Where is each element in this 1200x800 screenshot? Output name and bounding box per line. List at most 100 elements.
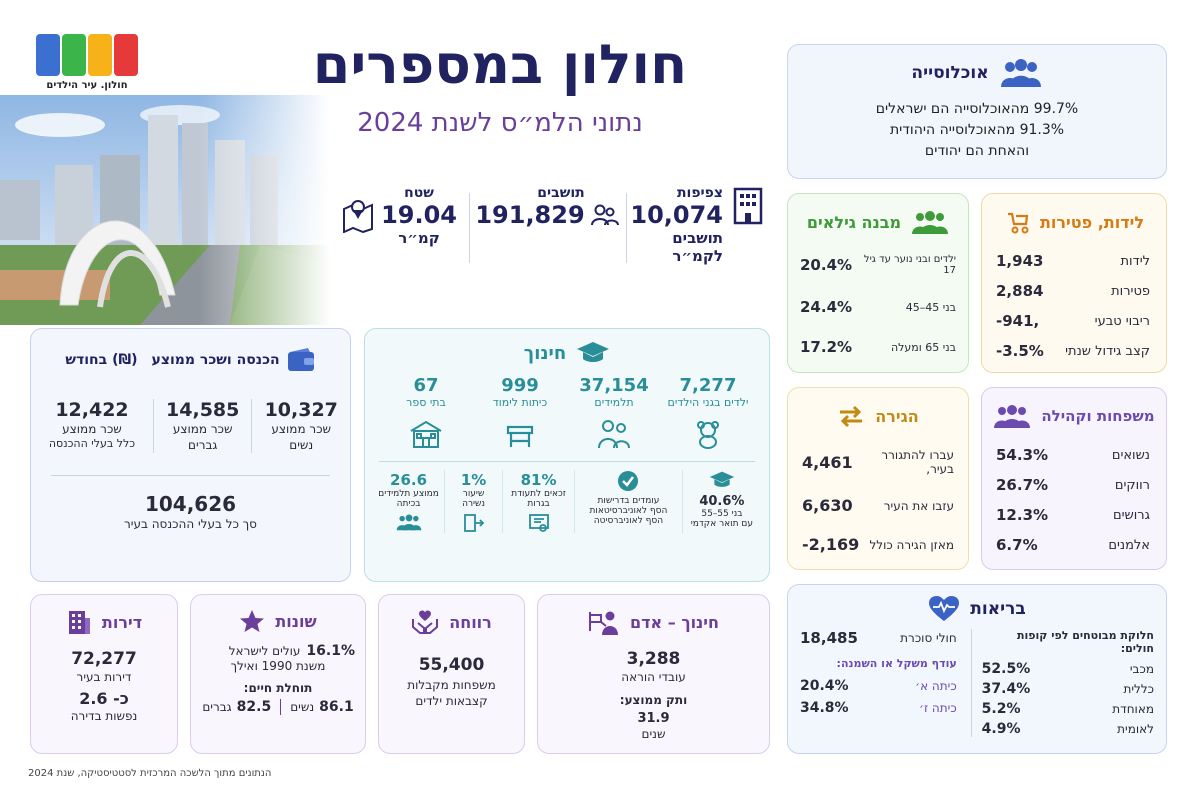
migration-row-value: 4,461 (802, 452, 853, 472)
staff-label: עובדי הוראה (621, 670, 686, 684)
teacher-icon (588, 609, 620, 635)
edu-bottom-label: הסף לאוניברסיטאות (589, 505, 668, 516)
income-title-suffix: (₪) בחודש (65, 352, 138, 368)
edu-bottom-label: ממוצע תלמידים (378, 488, 439, 499)
welfare-title: רווחה (449, 612, 492, 632)
migration-row-label: עזבו את העיר (883, 498, 954, 513)
misc-title: שונות (275, 611, 317, 631)
families-row-label: אלמנים (1108, 537, 1150, 553)
staff-card: חינוך – אדם 3,288 עובדי הוראה ותק ממוצע:… (537, 594, 770, 754)
ages-row-value: 24.4% (800, 298, 853, 316)
edu-bottom-label: זכאים לתעודת (511, 488, 566, 499)
density-unit: תושבים (672, 229, 723, 247)
welfare-value: 55,400 (418, 655, 485, 675)
ages-row-value: 17.2% (800, 338, 853, 356)
education-card: חינוך 7,277 ילדים בגני הילדים 37,154 תלמ… (364, 328, 770, 582)
apartments-label: דירות בעיר (76, 670, 132, 684)
families-row-value: 54.3% (996, 446, 1049, 464)
diabetes-value: 18,485 (800, 629, 858, 647)
overweight-value: 20.4% (800, 678, 849, 694)
overweight-value: 34.8% (800, 700, 849, 716)
edu-top-label: בתי ספר (406, 396, 446, 409)
immigration-label-2: משנת 1990 ואילך (230, 659, 326, 673)
welfare-label-2: קצבאות ילדים (415, 694, 488, 709)
staff-title: חינוך – אדם (629, 612, 720, 632)
births-row-value: 2,884 (996, 282, 1044, 300)
certificate-icon (528, 513, 550, 533)
edu-bottom-value: 1% (460, 470, 487, 489)
edu-bottom-value: 26.6 (390, 470, 428, 489)
edu-bottom-label: בני 55–55 (701, 508, 743, 519)
page-title: חולון במספרים (312, 33, 688, 96)
families-row-label: גרושים (1113, 507, 1150, 523)
ages-row-label: בני 45–45 (905, 300, 956, 314)
migration-card: הגירה עברו להתגורר בעיר, 4,461 עזבו את הע… (787, 387, 969, 570)
overweight-label: כיתה א׳ (915, 679, 957, 693)
seniority-unit: שנים (641, 727, 666, 742)
fund-label: לאומית (1117, 722, 1154, 736)
births-row-label: ריבוי טבעי (1094, 313, 1150, 329)
edu-top-label: כיתות לימוד (492, 396, 548, 409)
health-funds-title: חלוקת מבוטחים לפי קופות חולים: (1017, 629, 1154, 655)
men-life-value: 82.5 (236, 699, 272, 715)
wallet-icon (286, 347, 316, 373)
women-life-label: נשים (290, 700, 315, 714)
arrows-swap-icon (837, 404, 865, 428)
births-row-label: פטירות (1111, 283, 1150, 299)
edu-top-value: 37,154 (579, 375, 649, 396)
page-subtitle: נתוני הלמ״ס לשנת 2024 (357, 108, 643, 138)
edu-bottom-label: שיעור (462, 488, 485, 499)
density-value: 10,074 (630, 201, 723, 229)
seniority-title: ותק ממוצע: (619, 693, 688, 708)
hero-image (0, 95, 330, 325)
migration-row-value: -2,169 (802, 535, 860, 554)
ages-row-label: בני 65 ומעלה (890, 340, 956, 354)
stat-area: שטח 19.04 קמ״ר (337, 185, 457, 247)
overweight-label: כיתה ז׳ (918, 701, 957, 715)
area-label: שטח (404, 185, 434, 201)
income-total-label: סך כל בעלי ההכנסה בעיר (124, 517, 257, 532)
migration-row-value: 6,630 (802, 496, 853, 515)
apartments-label-2: נפשות בדירה (70, 709, 138, 724)
residents-label: תושבים (537, 185, 585, 201)
residents-value: 191,829 (475, 201, 585, 229)
area-unit: קמ״ר (398, 229, 440, 247)
women-life-value: 86.1 (319, 699, 354, 715)
families-title: משפחות וקהילה (1041, 407, 1155, 425)
population-card: אוכלוסייה 99.7% מהאוכלוסייה הם ישראלים 9… (787, 44, 1167, 179)
income-label: כלל בעלי ההכנסה (48, 437, 136, 451)
seniority-value: 31.9 (637, 711, 670, 727)
apartments-title: דירות (101, 612, 143, 632)
families-row-value: 6.7% (996, 536, 1038, 554)
age-group-icon (911, 210, 949, 234)
men-life-label: גברים (202, 700, 232, 714)
families-row-value: 12.3% (996, 506, 1049, 524)
income-label: גברים (188, 438, 218, 453)
ages-title: מבנה גילאים (806, 212, 902, 232)
families-row-label: נשואים (1111, 447, 1150, 463)
population-line-1: 99.7% מהאוכלוסייה הם ישראלים (875, 101, 1079, 117)
stroller-icon (1004, 210, 1030, 234)
births-card: לידות, פטירות לידות 1,943 פטירות 2,884 ריב… (981, 193, 1167, 373)
building-icon (731, 185, 765, 225)
fund-label: מכבי (1129, 662, 1154, 676)
fund-label: כללית (1123, 682, 1154, 696)
births-title: לידות, פטירות (1039, 212, 1145, 232)
migration-title: הגירה (875, 406, 919, 426)
edu-bottom-value: 81% (520, 470, 557, 489)
income-label: שכר ממוצע (271, 422, 332, 436)
edu-top-label: תלמידים (594, 396, 634, 409)
welfare-card: רווחה 55,400 משפחות מקבלות קצבאות ילדים (378, 594, 525, 754)
income-value: 14,585 (166, 399, 240, 421)
students-icon (597, 419, 631, 449)
health-title: בריאות (970, 599, 1026, 619)
apartments-card: דירות 72,277 דירות בעיר כ- 2.6 נפשות בדי… (30, 594, 178, 754)
apartments-value: 72,277 (71, 649, 137, 669)
edu-top-value: 7,277 (679, 375, 737, 396)
people-icon (590, 203, 619, 227)
population-line-3: והאחת הם יהודים (924, 143, 1030, 159)
diabetes-label: חולי סוכרת (900, 631, 957, 645)
heartbeat-icon (928, 595, 960, 623)
migration-row-label: עברו להתגורר בעיר, (881, 448, 954, 476)
income-value: 12,422 (55, 399, 129, 421)
